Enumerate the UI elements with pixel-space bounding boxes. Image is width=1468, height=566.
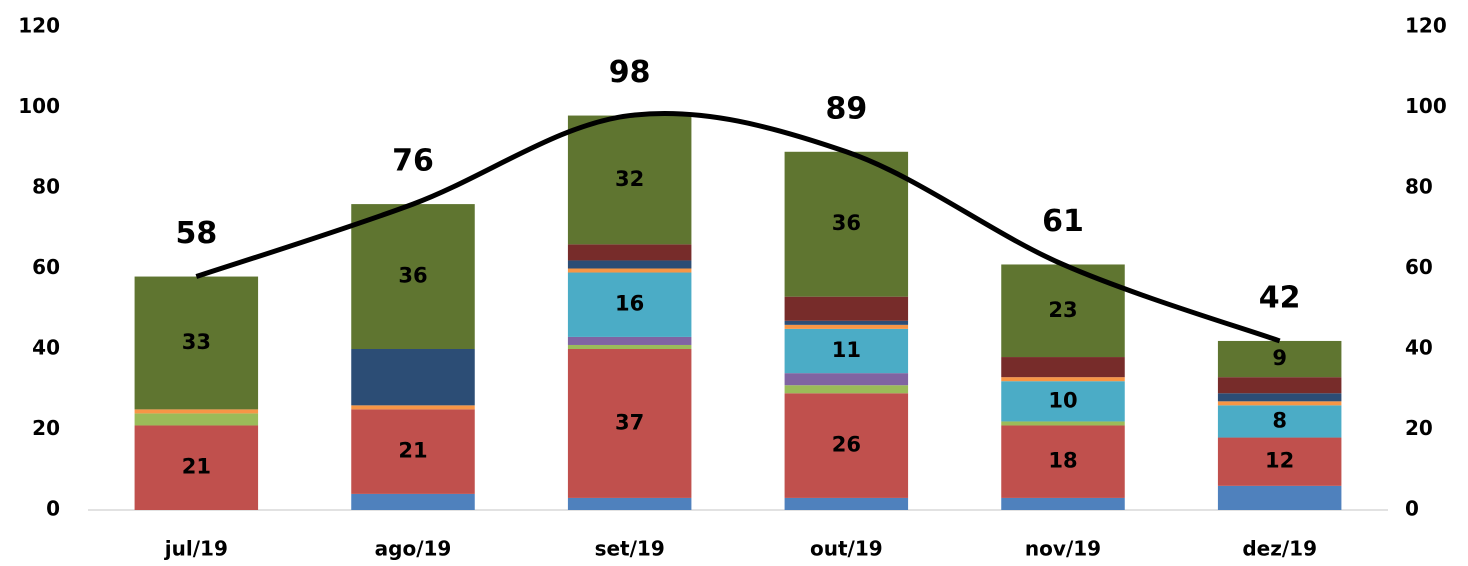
total-label: 98	[609, 55, 651, 90]
segment-label: 11	[832, 338, 861, 362]
segment-label: 10	[1048, 388, 1077, 412]
bar-segment	[567, 260, 692, 269]
bar-segment	[1217, 401, 1342, 406]
y2-tick-label: 80	[1405, 175, 1433, 199]
bar-segment	[134, 409, 259, 414]
total-label: 76	[392, 144, 434, 179]
segment-label: 21	[398, 439, 427, 463]
total-label: 61	[1042, 204, 1084, 239]
bar-segment	[784, 497, 909, 510]
bar-segment	[1001, 425, 1125, 498]
bar-segment	[134, 276, 259, 410]
bar-segment	[784, 320, 909, 325]
x-tick-label: out/19	[810, 537, 883, 561]
bar-segment	[351, 204, 475, 349]
y-tick-label: 60	[32, 255, 60, 279]
x-tick-label: set/19	[595, 537, 665, 561]
bar-segment	[351, 409, 475, 494]
y2-tick-label: 20	[1405, 416, 1433, 440]
segment-label: 37	[615, 410, 644, 434]
bar-segment	[567, 268, 692, 273]
bar-segment	[567, 272, 692, 337]
segment-label: 36	[832, 211, 861, 235]
bar-segment	[784, 151, 909, 297]
bar-segment	[567, 349, 692, 498]
segment-label: 33	[182, 330, 211, 354]
bar-segment	[567, 244, 692, 261]
bar-segment	[567, 497, 692, 510]
bar-segment	[1001, 497, 1125, 510]
bar-segment	[784, 393, 909, 498]
segment-label: 26	[832, 433, 861, 457]
total-label: 89	[825, 91, 867, 126]
bar-segment	[784, 373, 909, 386]
bar-segment	[351, 493, 475, 510]
bar-segment	[351, 405, 475, 410]
bar-segment	[1001, 357, 1125, 378]
y2-tick-label: 120	[1405, 14, 1447, 38]
bar-segment	[784, 324, 909, 329]
y2-tick-label: 0	[1405, 497, 1419, 521]
bar-segment	[351, 349, 475, 406]
total-label: 42	[1259, 280, 1301, 315]
y-tick-label: 100	[18, 94, 60, 118]
x-tick-label: nov/19	[1025, 537, 1101, 561]
x-tick-label: jul/19	[164, 537, 228, 561]
bar-segment	[567, 344, 692, 349]
bar-segment	[1217, 437, 1342, 486]
bar-segment	[1001, 381, 1125, 422]
segment-label: 18	[1048, 449, 1077, 473]
total-line	[195, 111, 1281, 344]
bar-segment	[567, 115, 692, 245]
bar-segment	[1001, 377, 1125, 382]
x-tick-label: ago/19	[375, 537, 452, 561]
y-tick-label: 120	[18, 14, 60, 38]
y2-tick-label: 100	[1405, 94, 1447, 118]
segment-label: 32	[615, 167, 644, 191]
y2-tick-label: 40	[1405, 336, 1433, 360]
bar-segment	[134, 413, 259, 426]
bar-segment	[1217, 485, 1342, 510]
bar-segment	[784, 385, 909, 394]
bar-segment	[1217, 377, 1342, 394]
y-tick-label: 0	[46, 497, 60, 521]
x-tick-label: dez/19	[1242, 537, 1317, 561]
bar-segment	[1001, 421, 1125, 426]
bar-segment	[784, 296, 909, 321]
total-label: 58	[175, 216, 217, 251]
segment-label: 21	[182, 455, 211, 479]
segment-label: 36	[398, 264, 427, 288]
segment-label: 12	[1265, 449, 1294, 473]
bar-segment	[784, 328, 909, 374]
bar-segment	[567, 336, 692, 345]
segment-label: 16	[615, 292, 644, 316]
segment-label: 9	[1272, 346, 1287, 370]
bar-segment	[1217, 405, 1342, 438]
segment-label: 23	[1048, 298, 1077, 322]
bar-segment	[134, 425, 259, 510]
y2-tick-label: 60	[1405, 255, 1433, 279]
y-tick-label: 80	[32, 175, 60, 199]
bar-segment	[1217, 393, 1342, 402]
segment-label: 8	[1272, 408, 1287, 432]
y-tick-label: 20	[32, 416, 60, 440]
bar-segment	[1217, 340, 1342, 378]
y-tick-label: 40	[32, 336, 60, 360]
